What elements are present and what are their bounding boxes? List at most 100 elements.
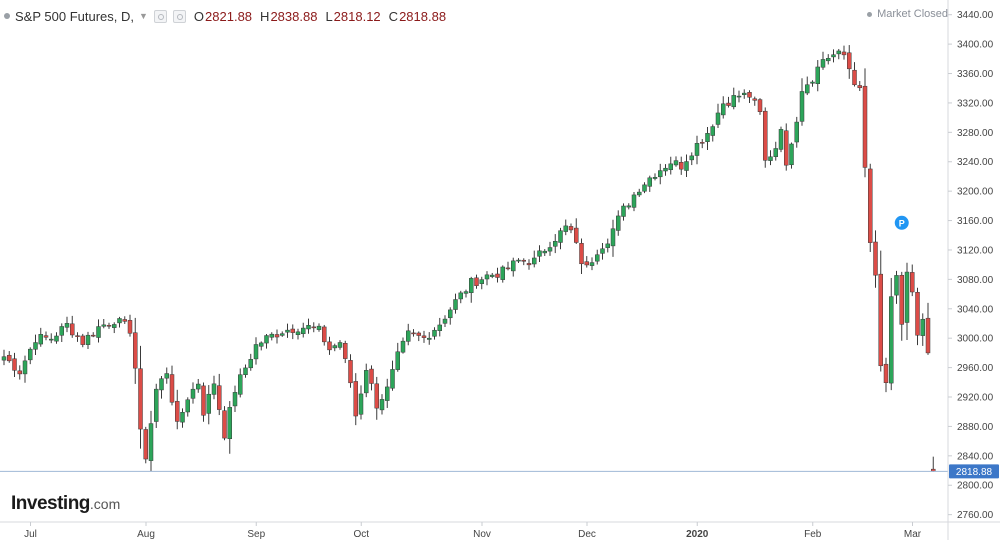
candle-up xyxy=(532,250,537,268)
y-tick-label: 3160.00 xyxy=(957,216,994,227)
y-tick-label: 2800.00 xyxy=(957,481,994,492)
candle-down xyxy=(915,287,920,346)
candle-up xyxy=(715,103,721,129)
x-tick-label: Jul xyxy=(24,529,37,540)
candle-up xyxy=(563,219,568,236)
eye-icon[interactable] xyxy=(153,9,167,23)
last-price-tag xyxy=(949,464,999,479)
candle-down xyxy=(726,96,731,108)
x-tick-label: Feb xyxy=(804,529,822,540)
chart-header: S&P 500 Futures, D, ▼ O2821.88 H2838.88 … xyxy=(0,6,446,26)
candle-up xyxy=(190,382,196,404)
y-tick-label: 3000.00 xyxy=(957,334,994,345)
candle-down xyxy=(568,223,574,234)
candle-up xyxy=(810,80,815,87)
candle-down xyxy=(138,345,143,449)
candle-down xyxy=(327,336,332,355)
y-tick-label: 3080.00 xyxy=(957,275,994,286)
candle-up xyxy=(400,337,406,354)
event-marker[interactable]: P xyxy=(894,215,909,230)
candle-up xyxy=(768,150,773,166)
candle-up xyxy=(96,319,101,343)
candle-down xyxy=(574,218,579,244)
y-tick-label: 2760.00 xyxy=(957,510,994,521)
candle-up xyxy=(689,152,694,166)
candle-up xyxy=(395,342,400,372)
candle-down xyxy=(43,331,49,341)
candle-up xyxy=(458,290,463,304)
candle-up xyxy=(610,219,616,257)
candle-up xyxy=(295,328,301,340)
candle-up xyxy=(379,394,385,415)
candle-down xyxy=(143,426,148,464)
candle-up xyxy=(364,363,369,398)
candle-up xyxy=(101,319,106,329)
candle-up xyxy=(694,135,700,165)
candle-down xyxy=(374,376,379,420)
candle-up xyxy=(316,323,322,332)
candle-down xyxy=(852,62,857,87)
candle-up xyxy=(710,124,715,142)
candle-up xyxy=(705,126,710,150)
candle-up xyxy=(332,343,337,352)
candle-up xyxy=(547,241,553,256)
candle-down xyxy=(70,315,75,338)
candle-up xyxy=(463,289,469,298)
ohlc-high: H2838.88 xyxy=(260,8,318,24)
candle-up xyxy=(112,322,117,334)
logo-main: Investing xyxy=(11,493,90,514)
candle-up xyxy=(631,192,637,212)
candle-up xyxy=(537,245,542,263)
candle-down xyxy=(841,45,847,60)
candle-down xyxy=(127,314,133,337)
candle-down xyxy=(311,322,316,333)
candle-up xyxy=(432,327,437,340)
candle-up xyxy=(196,378,201,393)
candle-up xyxy=(337,340,343,350)
status-dot-icon xyxy=(867,11,873,17)
candle-down xyxy=(353,373,358,426)
candle-up xyxy=(894,270,899,304)
candle-up xyxy=(794,116,799,148)
candle-down xyxy=(878,250,883,372)
settings-icon[interactable] xyxy=(172,9,186,23)
investing-logo[interactable]: Investing.com xyxy=(11,493,120,515)
candle-up xyxy=(484,271,490,286)
candle-down xyxy=(411,329,416,337)
candle-up xyxy=(647,175,652,192)
ohlc-low: L2818.12 xyxy=(325,8,381,24)
candle-up xyxy=(232,385,238,413)
candle-down xyxy=(521,258,526,266)
symbol-title[interactable]: S&P 500 Futures, D, xyxy=(15,8,134,24)
candle-down xyxy=(75,332,80,342)
candle-up xyxy=(789,142,794,169)
candle-up xyxy=(148,410,154,472)
candle-down xyxy=(416,331,421,342)
candle-down xyxy=(91,332,96,338)
marker-circle[interactable] xyxy=(894,215,909,230)
candle-down xyxy=(579,238,584,274)
candle-up xyxy=(820,51,826,70)
candle-up xyxy=(33,334,38,356)
candle-up xyxy=(805,76,810,96)
candle-up xyxy=(185,397,190,417)
candle-up xyxy=(826,54,831,65)
candle-up xyxy=(721,96,726,119)
candle-down xyxy=(700,139,705,149)
candle-up xyxy=(453,293,458,314)
candle-up xyxy=(301,322,306,338)
chevron-down-icon[interactable]: ▼ xyxy=(139,11,148,21)
logo-suffix: .com xyxy=(89,496,121,512)
last-price-line: 2818.88 xyxy=(0,464,999,479)
ohlc-open: O2821.88 xyxy=(193,8,253,24)
candle-down xyxy=(868,163,873,252)
candle-up xyxy=(778,126,784,153)
candle-up xyxy=(227,401,232,454)
candle-up xyxy=(815,60,820,92)
candle-up xyxy=(285,323,290,338)
candle-up xyxy=(358,385,364,420)
x-tick-label: Oct xyxy=(353,529,369,540)
candle-down xyxy=(274,329,280,344)
candle-up xyxy=(259,341,264,351)
